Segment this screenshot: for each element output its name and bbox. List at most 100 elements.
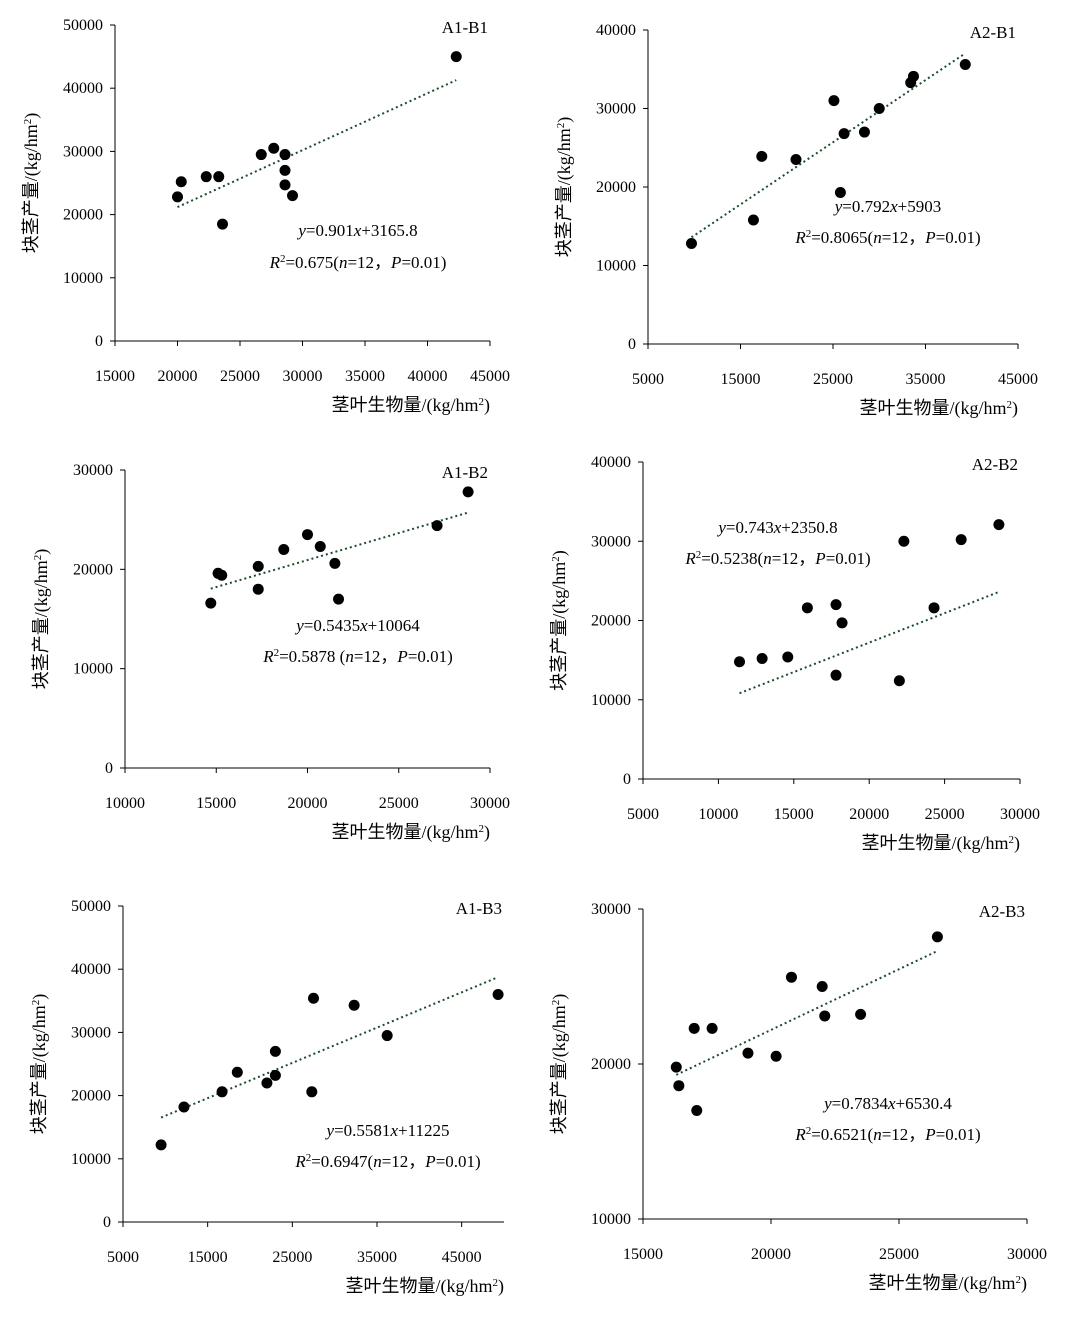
data-point xyxy=(261,1077,273,1089)
data-point xyxy=(688,1022,700,1034)
data-point xyxy=(200,171,212,183)
data-point xyxy=(269,1069,281,1081)
regression-equation: y=0.743x+2350.8 xyxy=(716,518,837,537)
y-tick-label: 20000 xyxy=(63,207,103,224)
y-tick-label: 0 xyxy=(103,1214,111,1231)
y-tick-label: 30000 xyxy=(63,143,103,160)
y-tick-label: 40000 xyxy=(591,454,631,471)
chart-panel-a2-b2: 0 10000 20000 30000 40000 5000 10000 15000 20000… xyxy=(549,454,1040,854)
data-point xyxy=(252,583,264,595)
data-point xyxy=(858,126,870,138)
data-point xyxy=(742,1047,754,1059)
data-point xyxy=(734,656,746,668)
x-axis-label: 茎叶生物量/(kg/hm2) xyxy=(332,822,491,843)
data-point xyxy=(670,1061,682,1073)
x-tick-label: 30000 xyxy=(1007,1246,1047,1263)
data-point xyxy=(836,617,848,629)
data-point xyxy=(279,149,291,161)
data-point xyxy=(314,540,326,552)
data-point xyxy=(928,602,940,614)
x-tick-label: 30000 xyxy=(1000,806,1040,823)
y-tick-label: 30000 xyxy=(596,101,636,118)
y-axis-label: 块茎产量/(kg/hm2) xyxy=(549,994,570,1135)
r-squared-text: R2=0.6947(n=12，P=0.01) xyxy=(294,1152,480,1171)
data-point xyxy=(178,1101,190,1113)
data-point xyxy=(691,1105,703,1116)
data-point xyxy=(706,1022,718,1034)
data-point xyxy=(217,218,228,230)
r-squared-text: R2=0.8065(n=12，P=0.01) xyxy=(794,228,980,247)
r-squared-text: R2=0.5238(n=12，P=0.01) xyxy=(684,549,870,568)
data-point xyxy=(756,653,768,665)
x-tick-label: 15000 xyxy=(188,1249,228,1266)
data-point xyxy=(907,70,919,82)
x-axis-label: 茎叶生物量/(kg/hm2) xyxy=(346,1276,505,1297)
data-point xyxy=(172,191,183,203)
regression-equation: y=0.792x+5903 xyxy=(833,197,942,216)
data-point xyxy=(279,164,291,176)
data-point xyxy=(348,999,360,1011)
data-point xyxy=(959,59,971,71)
data-point xyxy=(329,557,341,569)
x-tick-label: 10000 xyxy=(698,806,738,823)
data-point xyxy=(931,931,943,943)
chart-panel-a1-b3: 0 10000 20000 30000 40000 50000 5000 15000 25000… xyxy=(29,898,504,1297)
x-tick-label: 15000 xyxy=(774,806,814,823)
x-tick-label: 20000 xyxy=(158,368,198,385)
x-tick-label: 25000 xyxy=(220,368,260,385)
y-tick-label: 20000 xyxy=(71,1088,111,1105)
panel-title: A1-B1 xyxy=(442,18,488,37)
data-point xyxy=(268,142,280,154)
data-point xyxy=(278,543,290,555)
data-point xyxy=(306,1086,318,1098)
x-axis-label: 茎叶生物量/(kg/hm2) xyxy=(860,398,1019,419)
data-point xyxy=(213,171,225,183)
x-tick-label: 5000 xyxy=(627,806,659,823)
x-tick-label: 5000 xyxy=(107,1249,139,1266)
data-point xyxy=(756,150,768,162)
y-tick-label: 20000 xyxy=(596,179,636,196)
data-point xyxy=(431,520,443,532)
y-tick-label: 10000 xyxy=(73,661,113,678)
data-point xyxy=(782,651,794,663)
data-point xyxy=(231,1066,243,1078)
data-point xyxy=(785,971,797,983)
data-point xyxy=(255,149,267,161)
x-tick-label: 35000 xyxy=(345,368,385,385)
y-tick-label: 20000 xyxy=(591,1056,631,1073)
trendline xyxy=(210,511,469,590)
data-point xyxy=(205,597,217,609)
y-tick-label: 10000 xyxy=(63,270,103,287)
x-tick-label: 45000 xyxy=(442,1249,482,1266)
x-tick-label: 20000 xyxy=(751,1246,791,1263)
y-tick-label: 0 xyxy=(105,760,113,777)
y-tick-label: 40000 xyxy=(596,22,636,39)
data-point xyxy=(673,1080,685,1092)
y-tick-label: 10000 xyxy=(71,1151,111,1168)
data-point xyxy=(252,560,264,572)
x-tick-label: 40000 xyxy=(408,368,448,385)
x-tick-label: 45000 xyxy=(998,371,1038,388)
data-point xyxy=(855,1008,867,1020)
data-point xyxy=(685,238,697,250)
data-point xyxy=(175,176,187,188)
data-point xyxy=(770,1050,782,1062)
y-tick-label: 20000 xyxy=(591,613,631,630)
y-tick-label: 0 xyxy=(628,336,636,353)
data-point xyxy=(492,988,504,1000)
x-tick-label: 45000 xyxy=(470,368,510,385)
x-tick-label: 15000 xyxy=(196,795,236,812)
data-point xyxy=(955,534,967,546)
y-tick-label: 30000 xyxy=(71,1024,111,1041)
data-point xyxy=(333,593,345,605)
data-point xyxy=(747,214,759,226)
data-point xyxy=(830,599,842,611)
panel-title: A1-B2 xyxy=(442,463,488,482)
x-tick-label: 25000 xyxy=(379,795,419,812)
y-axis-label: 块茎产量/(kg/hm2) xyxy=(549,550,570,691)
y-axis-label: 块茎产量/(kg/hm2) xyxy=(554,117,575,258)
y-tick-label: 30000 xyxy=(591,533,631,550)
data-point xyxy=(287,190,298,202)
panel-title: A1-B3 xyxy=(456,899,502,918)
data-point xyxy=(816,981,828,992)
